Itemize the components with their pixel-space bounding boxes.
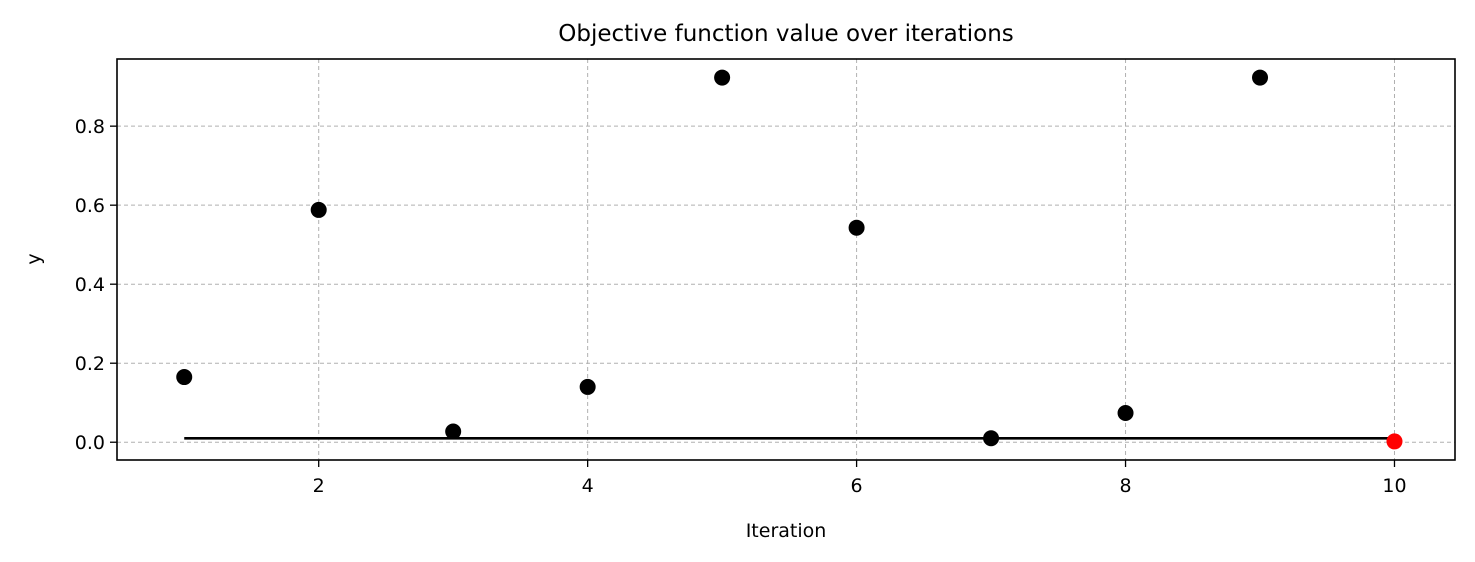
y-tick-label: 0.6 [75,195,105,217]
data-points [176,69,1403,450]
data-point [176,369,193,386]
data-point [579,378,596,395]
x-tick-label: 8 [1119,475,1131,497]
x-axis-label: Iteration [746,520,827,542]
data-point [983,430,1000,447]
y-tick-label: 0.8 [75,116,105,138]
plot-frame [116,58,1456,461]
data-point [310,201,327,218]
data-point [848,219,865,236]
data-point [1117,404,1134,421]
y-tick-label: 0.4 [75,274,105,296]
data-point [714,69,731,86]
best-point [1386,433,1403,450]
x-tick-label: 4 [582,475,594,497]
y-tick-label: 0.0 [75,432,105,454]
axis-ticks: 2 4 6 8 10 0.0 0.2 0.4 0.6 0.8 [75,116,1407,497]
x-tick-label: 2 [313,475,325,497]
x-tick-label: 6 [851,475,863,497]
y-axis-label: y [23,253,45,264]
grid [117,59,1455,460]
chart-title: Objective function value over iterations [558,21,1014,47]
data-point [445,423,462,440]
data-point [1252,69,1269,86]
y-tick-label: 0.2 [75,353,105,375]
x-tick-label: 10 [1382,475,1406,497]
